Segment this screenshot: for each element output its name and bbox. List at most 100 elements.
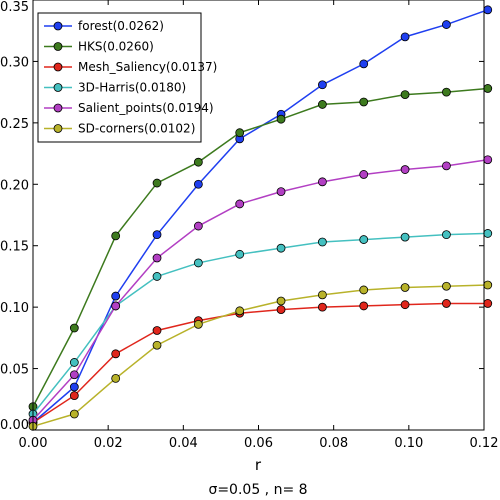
data-point	[317, 177, 327, 187]
data-point	[400, 32, 410, 42]
data-point	[276, 296, 286, 306]
data-point	[400, 283, 410, 292]
data-point	[276, 243, 286, 253]
data-point	[152, 178, 162, 188]
data-point	[317, 290, 327, 300]
data-point	[111, 231, 121, 241]
data-point	[193, 157, 203, 167]
series-2	[28, 299, 493, 428]
legend-swatch-marker	[53, 42, 63, 51]
data-point	[111, 349, 121, 359]
x-tick-label: 0.12	[470, 436, 499, 451]
data-point	[317, 100, 327, 109]
series-line	[32, 284, 488, 428]
x-tick-label: 0.02	[94, 436, 123, 451]
data-point	[317, 80, 327, 90]
y-tick-label: 0.30	[0, 55, 29, 70]
legend-label: Salient_points(0.0194)	[78, 101, 214, 115]
series-line	[32, 232, 488, 415]
data-point	[276, 305, 286, 315]
data-point	[69, 391, 79, 401]
data-point	[442, 299, 451, 308]
data-point	[483, 5, 493, 15]
data-point	[359, 235, 369, 244]
data-point	[359, 97, 369, 107]
data-point	[483, 155, 493, 165]
x-tick-label: 0.04	[169, 436, 198, 451]
legend-entry: forest(0.0262)	[44, 19, 164, 33]
legend-label: SD-corners(0.0102)	[78, 122, 195, 136]
y-tick-label: 0.05	[0, 363, 29, 378]
data-point	[317, 302, 327, 312]
series-line	[32, 87, 488, 408]
data-point	[359, 285, 369, 295]
data-point	[69, 382, 79, 392]
legend-swatch-marker	[53, 124, 63, 133]
legend-swatch-marker	[53, 83, 63, 92]
data-point	[442, 161, 451, 171]
data-point	[152, 230, 162, 240]
data-point	[69, 358, 79, 367]
x-tick-label: 0.00	[19, 436, 48, 451]
data-point	[442, 281, 451, 291]
data-point	[400, 232, 410, 242]
legend-label: Mesh_Saliency(0.0137)	[78, 60, 217, 74]
legend-label: 3D-Harris(0.0180)	[78, 81, 186, 95]
data-point	[111, 373, 121, 383]
data-point	[152, 340, 162, 350]
legend-swatch-marker	[53, 21, 63, 31]
data-point	[400, 165, 410, 174]
data-point	[276, 114, 286, 124]
data-point	[235, 199, 245, 209]
data-point	[152, 326, 162, 335]
legend-entry: SD-corners(0.0102)	[44, 122, 195, 136]
data-point	[483, 229, 493, 238]
data-point	[359, 301, 369, 311]
data-point	[193, 258, 203, 268]
data-point	[193, 179, 203, 189]
data-point	[359, 170, 369, 179]
data-point	[235, 249, 245, 259]
x-tick-label: 0.10	[394, 436, 423, 451]
data-point	[483, 280, 493, 290]
data-point	[69, 409, 79, 419]
data-point	[193, 319, 203, 329]
chart-caption: σ=0.05 , n= 8	[208, 482, 307, 498]
series-layer	[28, 5, 493, 431]
legend-entry: Salient_points(0.0194)	[44, 101, 214, 115]
data-point	[193, 221, 203, 231]
y-tick-label: 0.25	[0, 117, 29, 132]
legend-swatch-marker	[53, 103, 63, 113]
data-point	[235, 306, 245, 316]
data-point	[152, 272, 162, 281]
y-tick-label: 0.35	[0, 0, 29, 15]
y-tick-label: 0.15	[0, 240, 29, 255]
data-point	[359, 59, 369, 69]
legend-entry: 3D-Harris(0.0180)	[44, 81, 186, 95]
data-point	[276, 187, 286, 197]
data-point	[442, 20, 451, 29]
legend-box	[37, 12, 202, 143]
series-line	[32, 302, 488, 424]
series-line	[32, 158, 488, 421]
series-1	[28, 84, 493, 412]
y-tick-label: 0.10	[0, 301, 29, 316]
data-point	[442, 87, 451, 97]
legend-entry: Mesh_Saliency(0.0137)	[44, 60, 217, 74]
x-tick-label: 0.06	[244, 436, 273, 451]
data-point	[317, 237, 327, 247]
data-point	[400, 300, 410, 310]
series-4	[28, 155, 493, 425]
data-point	[483, 299, 493, 308]
data-point	[111, 291, 121, 301]
data-point	[483, 84, 493, 93]
series-5	[28, 280, 493, 431]
data-point	[235, 128, 245, 138]
data-point	[69, 370, 79, 380]
y-tick-label: 0.20	[0, 178, 29, 193]
plot-frame	[32, 0, 485, 431]
data-point	[442, 230, 451, 240]
data-point	[69, 323, 79, 333]
legend-swatch-marker	[53, 62, 63, 72]
